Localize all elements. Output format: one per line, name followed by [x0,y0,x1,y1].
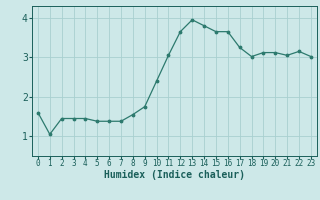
X-axis label: Humidex (Indice chaleur): Humidex (Indice chaleur) [104,170,245,180]
